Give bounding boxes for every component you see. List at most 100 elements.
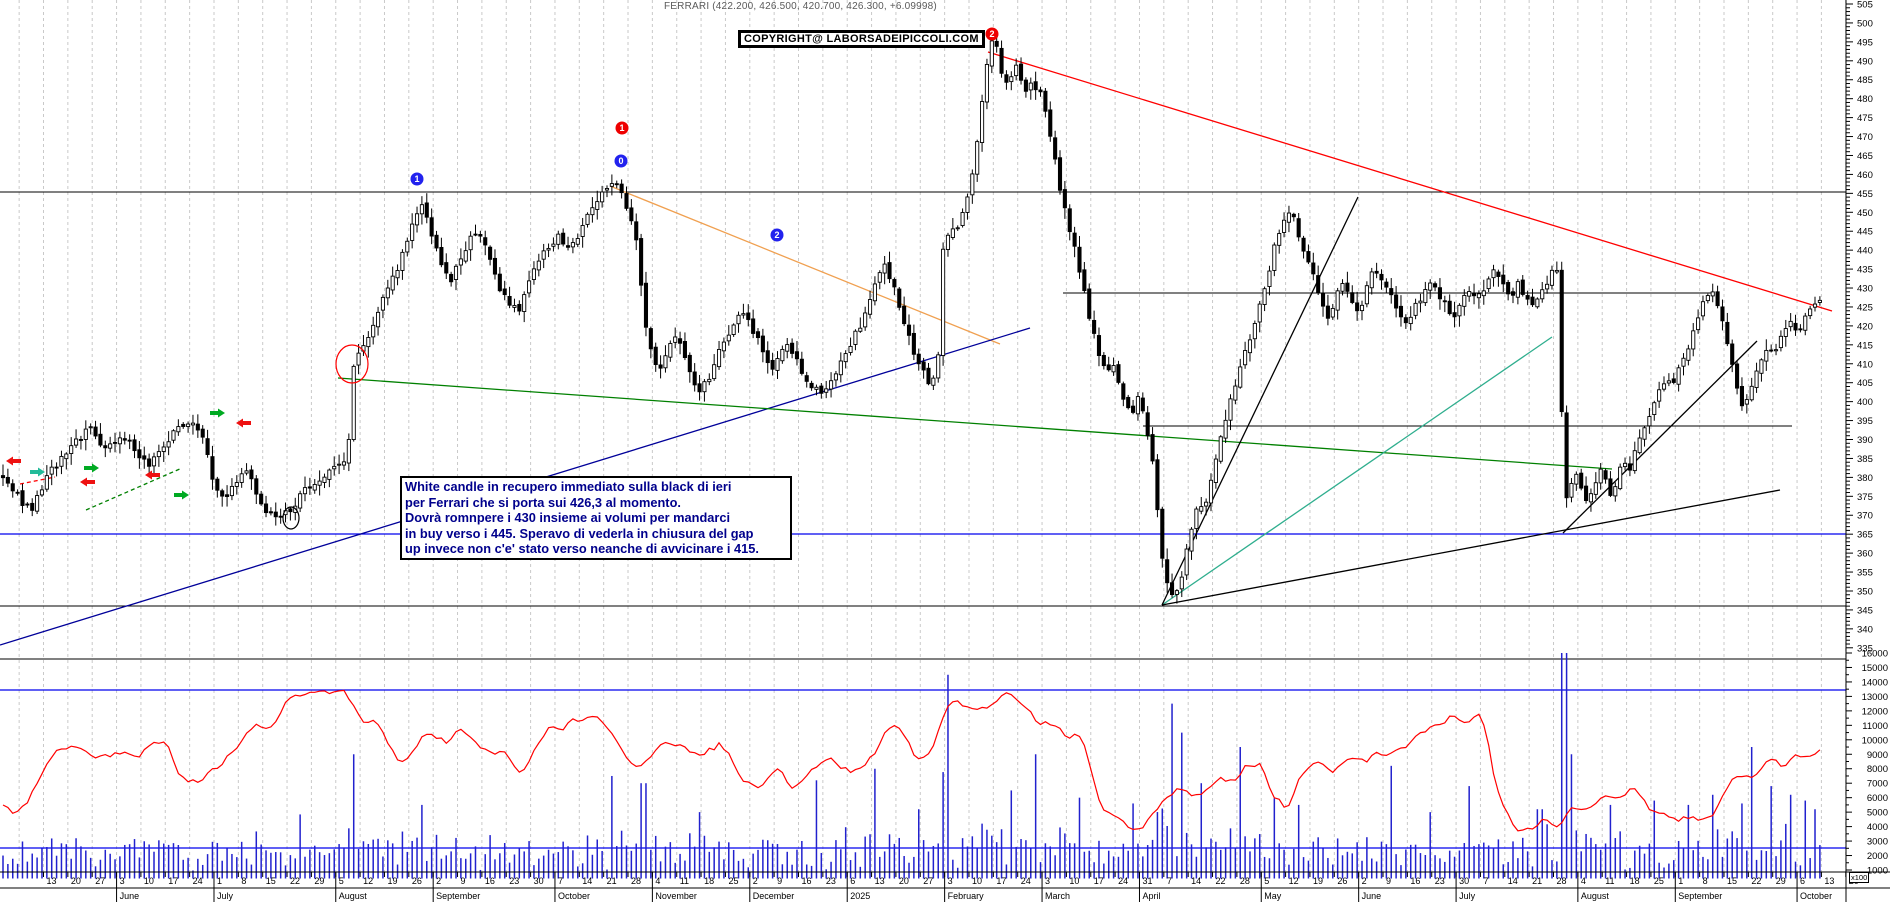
week-day-label: 17 (168, 876, 178, 886)
volume-multiplier-label: x100 (1849, 872, 1870, 883)
week-day-label: 13 (47, 876, 57, 886)
trendline-black-fan-steep (1161, 196, 1359, 606)
week-day-label: 11 (1605, 876, 1614, 886)
svg-text:460: 460 (1857, 170, 1873, 181)
svg-text:2: 2 (989, 29, 994, 39)
svg-text:470: 470 (1857, 132, 1873, 143)
svg-text:7000: 7000 (1867, 779, 1888, 790)
week-day-label: 15 (1727, 876, 1737, 886)
week-day-label: 10 (144, 876, 154, 886)
wave-count-badge-0: 0 (614, 154, 628, 168)
week-day-label: 22 (290, 876, 300, 886)
svg-text:13000: 13000 (1862, 692, 1888, 703)
week-day-label: 6 (850, 876, 855, 886)
right-arrow-marker (30, 467, 45, 477)
week-day-label: 13 (1824, 876, 1834, 886)
month-label: April (1142, 891, 1160, 901)
annotation-box: White candle in recupero immediato sulla… (400, 476, 792, 560)
svg-text:370: 370 (1857, 511, 1873, 522)
week-day-label: 28 (1557, 876, 1567, 886)
svg-text:385: 385 (1857, 454, 1873, 465)
svg-text:15000: 15000 (1862, 663, 1888, 674)
week-day-label: 21 (607, 876, 617, 886)
svg-text:6000: 6000 (1867, 793, 1888, 804)
week-day-label: 14 (582, 876, 592, 886)
wave-count-badge-2: 2 (985, 27, 999, 41)
week-day-label: 2 (436, 876, 441, 886)
left-arrow-marker (6, 456, 21, 466)
svg-text:380: 380 (1857, 473, 1873, 484)
right-arrow-marker (84, 463, 99, 473)
month-label: October (1800, 891, 1832, 901)
svg-text:11000: 11000 (1862, 721, 1888, 732)
week-day-label: 16 (802, 876, 812, 886)
svg-text:2: 2 (774, 230, 779, 240)
week-day-label: 7 (1483, 876, 1488, 886)
svg-text:400: 400 (1857, 397, 1873, 408)
svg-text:1: 1 (414, 174, 419, 184)
week-day-label: 20 (899, 876, 909, 886)
week-day-label: 27 (95, 876, 105, 886)
week-day-label: 28 (1240, 876, 1250, 886)
week-day-label: 19 (387, 876, 397, 886)
svg-text:485: 485 (1857, 75, 1873, 86)
svg-text:5000: 5000 (1867, 808, 1888, 819)
week-day-label: 23 (826, 876, 836, 886)
week-day-label: 12 (1289, 876, 1299, 886)
week-day-label: 9 (777, 876, 782, 886)
month-label: June (1362, 891, 1382, 901)
month-label: August (1581, 891, 1610, 901)
month-label: October (558, 891, 590, 901)
volume-bars (2, 653, 1821, 879)
month-label: September (1678, 891, 1722, 901)
week-day-label: 29 (314, 876, 324, 886)
week-day-label: 14 (1191, 876, 1201, 886)
week-day-label: 3 (948, 876, 953, 886)
wave-count-badge-2: 2 (770, 228, 784, 242)
svg-text:340: 340 (1857, 624, 1873, 635)
week-day-label: 7 (1167, 876, 1172, 886)
week-day-label: 17 (1094, 876, 1104, 886)
svg-text:440: 440 (1857, 246, 1873, 257)
week-day-label: 23 (509, 876, 519, 886)
wave-count-badge-1: 1 (615, 121, 629, 135)
month-label: August (339, 891, 368, 901)
annotation-line: Dovrà romnpere i 430 insieme ai volumi p… (405, 510, 731, 526)
week-day-label: 18 (1630, 876, 1640, 886)
week-day-label: 13 (875, 876, 885, 886)
week-day-label: 2 (1362, 876, 1367, 886)
right-arrow-marker (174, 490, 189, 500)
week-day-label: 8 (1703, 876, 1708, 886)
week-day-label: 7 (558, 876, 563, 886)
wave-count-badge-1: 1 (410, 172, 424, 186)
week-day-label: 1 (1678, 876, 1683, 886)
week-day-label: 9 (461, 876, 466, 886)
svg-text:465: 465 (1857, 151, 1873, 162)
week-day-label: 22 (1216, 876, 1226, 886)
svg-text:455: 455 (1857, 189, 1873, 200)
week-day-label: 12 (363, 876, 373, 886)
svg-text:16000: 16000 (1862, 649, 1888, 660)
week-day-label: 1 (217, 876, 222, 886)
week-day-label: 21 (1532, 876, 1542, 886)
week-day-label: 4 (655, 876, 660, 886)
trendline-red-descending-resistance (987, 51, 1833, 312)
svg-text:3000: 3000 (1867, 837, 1888, 848)
trendline-black-fan-shallow (1161, 489, 1781, 606)
week-day-label: 5 (339, 876, 344, 886)
month-label: May (1264, 891, 1282, 901)
week-day-label: 5 (1264, 876, 1269, 886)
svg-text:435: 435 (1857, 265, 1873, 276)
svg-text:14000: 14000 (1862, 677, 1888, 688)
svg-text:415: 415 (1857, 340, 1873, 351)
week-day-label: 10 (972, 876, 982, 886)
week-day-label: 26 (412, 876, 422, 886)
week-day-label: 28 (631, 876, 641, 886)
svg-text:10000: 10000 (1862, 735, 1888, 746)
week-day-label: 4 (1581, 876, 1586, 886)
week-day-label: 30 (534, 876, 544, 886)
svg-text:480: 480 (1857, 94, 1873, 105)
week-day-label: 11 (680, 876, 689, 886)
